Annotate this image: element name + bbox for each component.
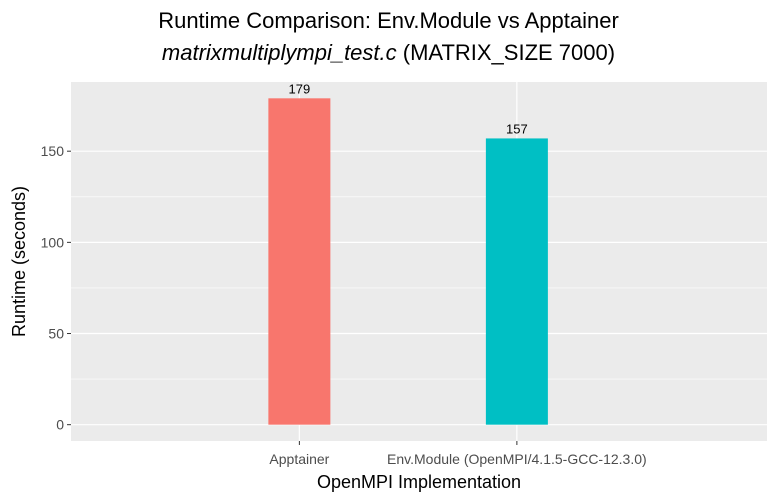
data-label: 157 (506, 121, 528, 136)
y-tick-label: 0 (56, 417, 64, 433)
subtitle-detail: (MATRIX_SIZE 7000) (396, 40, 616, 65)
bar-apptainer (268, 98, 331, 425)
y-tick-label: 150 (41, 143, 65, 159)
x-axis-title: OpenMPI Implementation (317, 472, 521, 492)
plot-panel (71, 82, 767, 441)
chart-subtitle: matrixmultiplympi_test.c (MATRIX_SIZE 70… (0, 40, 777, 66)
chart-title: Runtime Comparison: Env.Module vs Apptai… (158, 8, 619, 33)
y-tick-label: 100 (41, 234, 65, 250)
bar-envmodule (485, 138, 548, 425)
subtitle-filename: matrixmultiplympi_test.c (161, 40, 397, 65)
data-label: 179 (289, 81, 311, 96)
x-tick-label: Env.Module (OpenMPI/4.1.5-GCC-12.3.0) (387, 451, 647, 467)
y-tick-label: 50 (48, 326, 64, 342)
x-tick-label: Apptainer (269, 451, 329, 467)
y-axis-title: Runtime (seconds) (9, 186, 29, 337)
